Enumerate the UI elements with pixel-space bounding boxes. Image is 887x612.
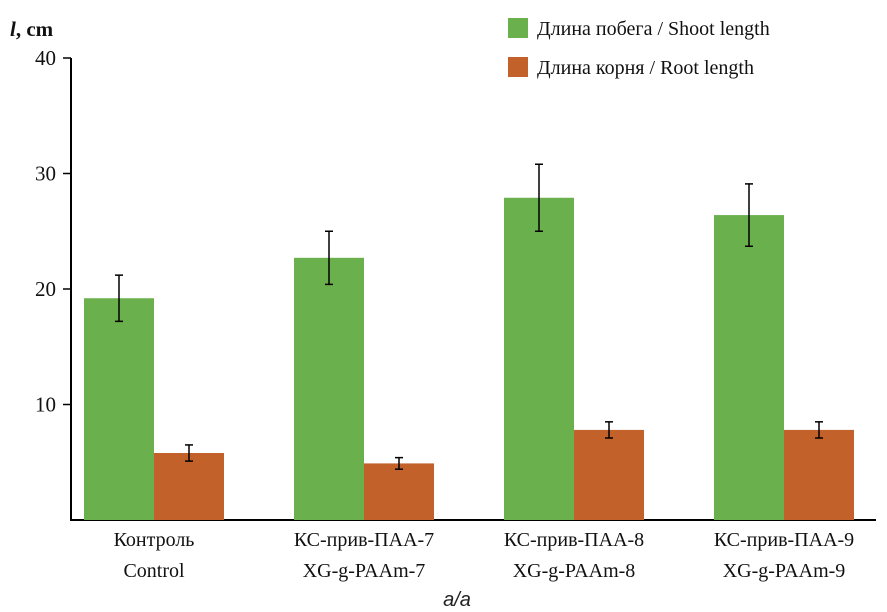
y-axis-unit: , cm [16, 17, 54, 41]
y-tick-label-20: 20 [35, 277, 56, 301]
bar-root-2 [364, 463, 434, 520]
x-label-4-line1: КС-прив-ПАА-9 [714, 529, 854, 551]
y-axis-ticks: 10 20 30 40 [35, 46, 71, 417]
y-axis-variable: l [10, 17, 16, 41]
legend: Длина побега / Shoot length Длина корня … [508, 18, 770, 79]
x-label-1-line2: Control [123, 560, 185, 582]
y-tick-label-30: 30 [35, 162, 56, 186]
y-tick-label-40: 40 [35, 46, 56, 70]
error-bar-root-3 [605, 421, 613, 439]
legend-swatch-shoot [508, 18, 528, 38]
bars [84, 197, 854, 520]
x-label-2-line1: КС-прив-ПАА-7 [294, 529, 434, 551]
x-label-2-line2: XG-g-PAAm-7 [303, 560, 426, 582]
error-bar-shoot-1 [115, 274, 123, 323]
bar-root-4 [784, 429, 854, 520]
y-axis-title: l, cm [10, 17, 54, 41]
x-label-3-line1: КС-прив-ПАА-8 [504, 529, 644, 551]
x-axis-labels: Контроль Control КС-прив-ПАА-7 XG-g-PAAm-7 К… [114, 529, 855, 582]
bar-shoot-1 [84, 298, 154, 520]
x-label-3-line2: XG-g-PAAm-8 [513, 560, 636, 582]
x-label-4-line2: XG-g-PAAm-9 [723, 560, 846, 582]
legend-label-root: Длина корня / Root length [537, 57, 754, 79]
error-bar-shoot-3 [535, 163, 543, 232]
error-bar-root-1 [185, 444, 193, 462]
bar-root-1 [154, 453, 224, 520]
x-label-1-line1: Контроль [114, 529, 195, 551]
error-bar-shoot-4 [745, 183, 753, 248]
y-tick-label-10: 10 [35, 393, 56, 417]
error-bar-root-4 [815, 421, 823, 439]
legend-label-shoot: Длина побега / Shoot length [537, 18, 770, 40]
bar-shoot-4 [714, 215, 784, 520]
error-bars [115, 163, 823, 470]
bar-root-3 [574, 429, 644, 520]
error-bar-shoot-2 [325, 230, 333, 286]
bar-shoot-3 [504, 197, 574, 520]
legend-swatch-root [508, 57, 528, 77]
error-bar-root-2 [395, 456, 403, 470]
bar-shoot-2 [294, 257, 364, 520]
subcaption: a/a [443, 589, 471, 611]
